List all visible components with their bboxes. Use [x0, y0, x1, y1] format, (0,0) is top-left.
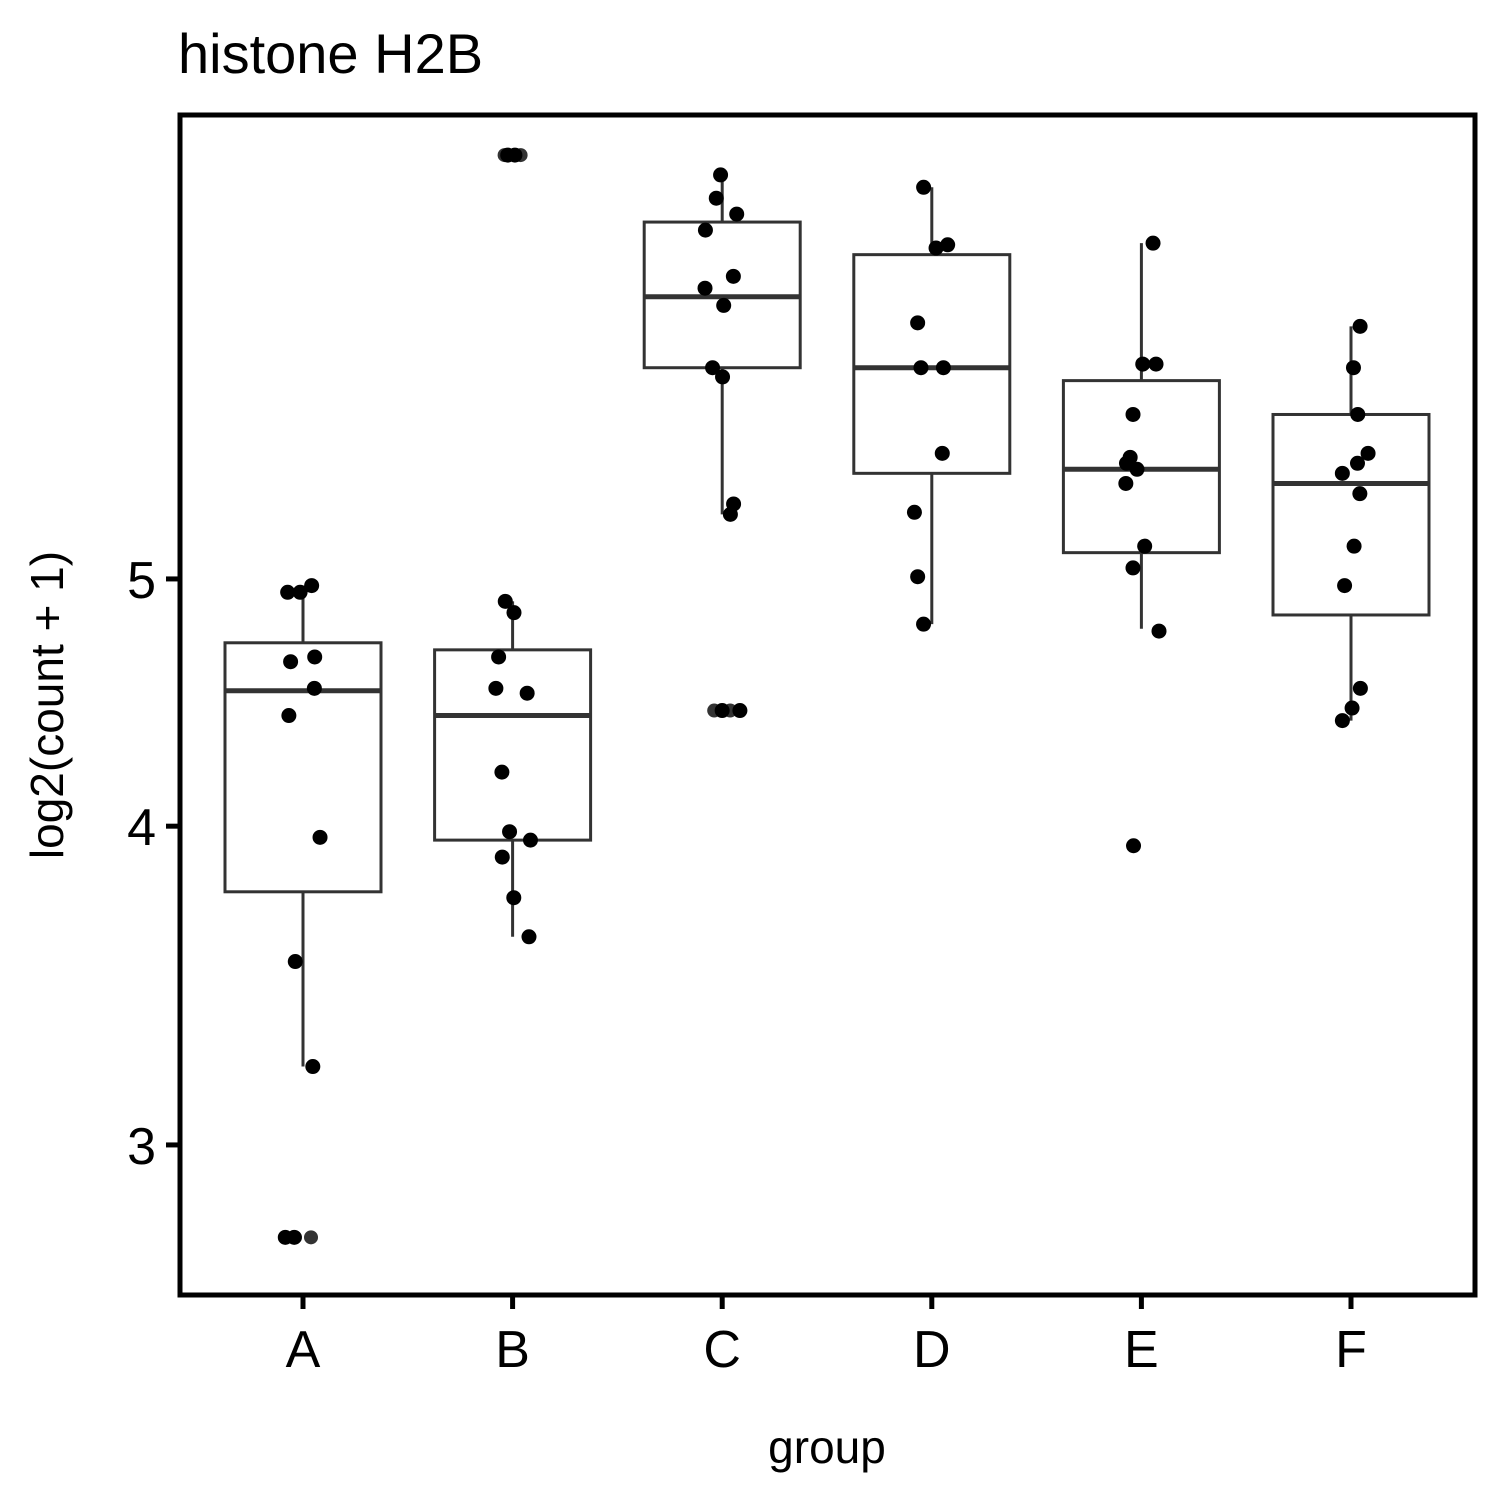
- box-C: [642, 174, 802, 718]
- x-axis: A B C D E F: [286, 1295, 1367, 1379]
- data-point-B: [506, 605, 522, 621]
- iqr-box: [852, 253, 1012, 475]
- data-point-D: [916, 616, 932, 632]
- data-point-B: [491, 649, 507, 665]
- data-point-B: [522, 832, 538, 848]
- data-point-E: [1145, 235, 1161, 251]
- plot-panel-border: [177, 112, 1478, 1298]
- data-point-C: [697, 222, 713, 238]
- data-point-C: [697, 280, 713, 296]
- data-point-E: [1125, 560, 1141, 576]
- data-point-D: [916, 179, 932, 195]
- data-point-D: [910, 569, 926, 585]
- data-point-A: [304, 578, 320, 594]
- data-point-A: [292, 584, 308, 600]
- x-tick-label: B: [495, 1321, 530, 1379]
- y-axis-title: log2(count + 1): [21, 551, 73, 859]
- data-point-E: [1126, 838, 1142, 854]
- data-point-A: [287, 954, 303, 970]
- data-point-B: [497, 593, 513, 609]
- iqr-box: [223, 641, 383, 894]
- data-point-F: [1346, 538, 1362, 554]
- data-point-E: [1135, 356, 1151, 372]
- data-point-A: [281, 708, 297, 724]
- data-point-B: [519, 685, 535, 701]
- data-point-C: [725, 268, 741, 284]
- data-point-C: [715, 369, 731, 385]
- data-point-A: [305, 1059, 321, 1075]
- data-point-A: [312, 829, 328, 845]
- data-point-B: [494, 849, 510, 865]
- data-point-D: [928, 240, 944, 256]
- data-point-C: [732, 703, 748, 719]
- data-point-B: [494, 764, 510, 780]
- chart-title: histone H2B: [178, 22, 483, 85]
- data-point-A: [306, 680, 322, 696]
- x-tick-label: D: [913, 1321, 951, 1379]
- data-point-D: [935, 360, 951, 376]
- x-axis-title: group: [768, 1421, 886, 1473]
- data-point-C: [716, 297, 732, 313]
- data-point-F: [1337, 578, 1353, 594]
- data-point-B: [488, 680, 504, 696]
- data-point-F: [1350, 406, 1366, 422]
- y-axis: 3 4 5: [127, 552, 180, 1176]
- data-point-E: [1151, 623, 1167, 639]
- data-point-F: [1352, 318, 1368, 334]
- data-point-B: [521, 929, 537, 945]
- data-point-A: [307, 649, 323, 665]
- boxes-layer: [223, 148, 1431, 1245]
- y-tick-label: 4: [127, 799, 156, 857]
- x-tick-label: F: [1335, 1321, 1367, 1379]
- data-point-C: [714, 703, 730, 719]
- data-point-E: [1118, 475, 1134, 491]
- data-point-B: [500, 147, 516, 163]
- data-point-E: [1125, 406, 1141, 422]
- data-point-F: [1334, 713, 1350, 729]
- box-D: [852, 187, 1012, 625]
- box-F: [1271, 326, 1431, 721]
- data-point-C: [729, 206, 745, 222]
- data-point-F: [1345, 360, 1361, 376]
- iqr-box: [1271, 412, 1431, 617]
- points-layer: [277, 147, 1376, 1245]
- data-point-F: [1334, 465, 1350, 481]
- data-point-C: [705, 360, 721, 376]
- data-point-C: [708, 190, 724, 206]
- box-A: [223, 585, 383, 1245]
- data-point-D: [934, 445, 950, 461]
- data-point-E: [1148, 356, 1164, 372]
- iqr-box: [433, 648, 593, 842]
- y-tick-label: 5: [127, 552, 156, 610]
- data-point-A: [283, 654, 299, 670]
- data-point-D: [906, 504, 922, 520]
- outlier-point: [304, 1230, 318, 1245]
- data-point-F: [1360, 445, 1376, 461]
- data-point-B: [506, 890, 522, 906]
- data-point-E: [1137, 538, 1153, 554]
- data-point-D: [913, 360, 929, 376]
- x-tick-label: E: [1124, 1321, 1159, 1379]
- data-point-F: [1352, 486, 1368, 502]
- data-point-C: [713, 167, 729, 183]
- y-tick-label: 3: [127, 1118, 156, 1176]
- x-tick-label: A: [286, 1321, 321, 1379]
- data-point-D: [910, 315, 926, 331]
- data-point-A: [286, 1229, 302, 1245]
- data-point-B: [502, 824, 518, 840]
- x-tick-label: C: [703, 1321, 741, 1379]
- data-point-A: [280, 584, 296, 600]
- data-point-F: [1349, 455, 1365, 471]
- data-point-D: [940, 237, 956, 253]
- data-point-C: [722, 506, 738, 522]
- box-B: [433, 148, 593, 937]
- data-point-E: [1129, 461, 1145, 477]
- data-point-F: [1352, 680, 1368, 696]
- data-point-F: [1344, 700, 1360, 716]
